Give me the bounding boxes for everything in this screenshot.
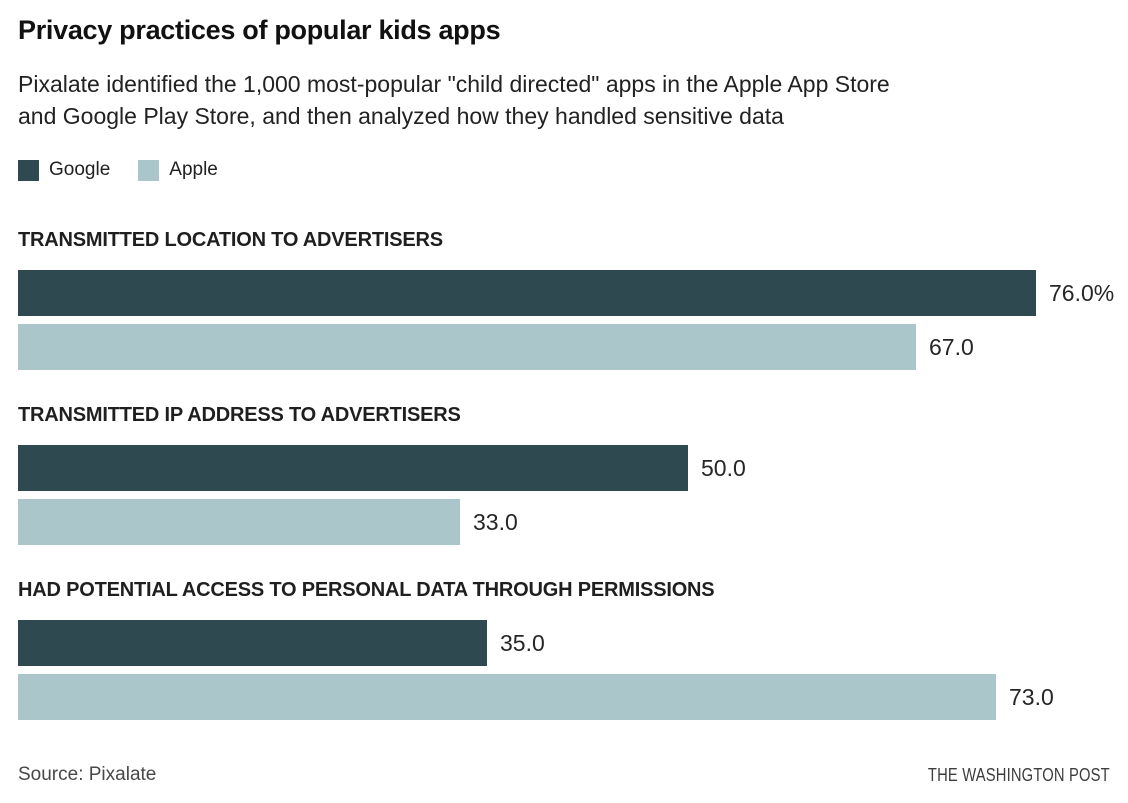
value-label-apple-location: 67.0 bbox=[929, 333, 974, 360]
google-bar-ip-address bbox=[18, 445, 688, 491]
apple-swatch-icon bbox=[138, 159, 160, 181]
apple-bar-permissions bbox=[18, 674, 996, 720]
google-swatch-icon bbox=[18, 159, 39, 181]
source-label: Source: Pixalate bbox=[18, 764, 157, 785]
value-label-apple-permissions: 73.0 bbox=[1009, 683, 1054, 710]
bar-group-permissions: 35.0 73.0 bbox=[18, 620, 1110, 720]
value-label-google-location: 76.0% bbox=[1049, 279, 1115, 306]
chart-subtitle: Pixalate identified the 1,000 most-popul… bbox=[18, 68, 1110, 132]
bar-row-apple-location: 67.0 bbox=[18, 324, 1110, 370]
bar-group-location: 76.0% 67.0 bbox=[18, 270, 1114, 370]
legend-item-google: Google bbox=[18, 159, 110, 181]
chart-page: Privacy practices of popular kids apps P… bbox=[18, 15, 1114, 786]
legend: Google Apple bbox=[18, 159, 1110, 181]
subtitle-line-1: Pixalate identified the 1,000 most-popul… bbox=[18, 71, 890, 97]
publisher-credit: THE WASHINGTON POST bbox=[928, 764, 1110, 785]
value-label-apple-ip-address: 33.0 bbox=[473, 508, 518, 535]
category-label-location: TRANSMITTED LOCATION TO ADVERTISERS bbox=[18, 229, 443, 251]
chart-group-permissions: HAD POTENTIAL ACCESS TO PERSONAL DATA TH… bbox=[18, 579, 1110, 720]
chart-title: Privacy practices of popular kids apps bbox=[18, 15, 501, 45]
bar-row-apple-ip-address: 33.0 bbox=[18, 499, 1110, 545]
chart-group-ip-address: TRANSMITTED IP ADDRESS TO ADVERTISERS 50… bbox=[18, 404, 1110, 545]
google-bar-permissions bbox=[18, 620, 487, 666]
apple-bar-location bbox=[18, 324, 916, 370]
category-label-ip-address: TRANSMITTED IP ADDRESS TO ADVERTISERS bbox=[18, 404, 461, 426]
apple-bar-ip-address bbox=[18, 499, 460, 545]
bar-row-apple-permissions: 73.0 bbox=[18, 674, 1110, 720]
category-label-permissions: HAD POTENTIAL ACCESS TO PERSONAL DATA TH… bbox=[18, 579, 715, 601]
value-label-google-permissions: 35.0 bbox=[500, 629, 545, 656]
bar-row-google-location: 76.0% bbox=[18, 270, 1114, 316]
bar-group-ip-address: 50.0 33.0 bbox=[18, 445, 1110, 545]
bar-row-google-permissions: 35.0 bbox=[18, 620, 1110, 666]
google-bar-location bbox=[18, 270, 1036, 316]
chart-footer: Source: Pixalate THE WASHINGTON POST bbox=[18, 764, 1110, 786]
bar-row-google-ip-address: 50.0 bbox=[18, 445, 1110, 491]
legend-item-apple: Apple bbox=[138, 159, 218, 181]
legend-label-google: Google bbox=[49, 159, 111, 180]
value-label-google-ip-address: 50.0 bbox=[701, 454, 746, 481]
subtitle-line-2: and Google Play Store, and then analyzed… bbox=[18, 103, 784, 129]
chart-group-location: TRANSMITTED LOCATION TO ADVERTISERS 76.0… bbox=[18, 229, 1114, 370]
legend-label-apple: Apple bbox=[169, 159, 218, 180]
